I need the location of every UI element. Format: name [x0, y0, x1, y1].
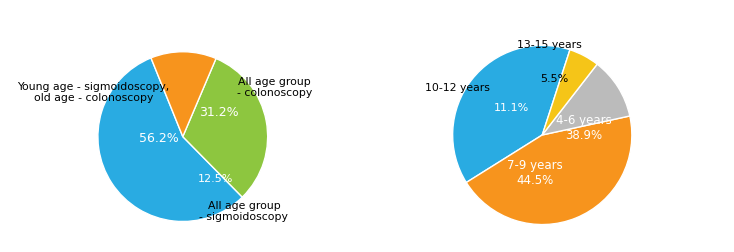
Wedge shape	[542, 50, 597, 135]
Wedge shape	[466, 116, 632, 225]
Wedge shape	[453, 45, 570, 182]
Text: Young age - sigmoidoscopy,
old age - colonoscopy: Young age - sigmoidoscopy, old age - col…	[18, 82, 170, 103]
Text: 31.2%: 31.2%	[199, 106, 239, 119]
Wedge shape	[151, 52, 216, 137]
Text: 7-9 years
44.5%: 7-9 years 44.5%	[507, 159, 563, 186]
Text: 10-12 years: 10-12 years	[425, 83, 490, 93]
Text: 12.5%: 12.5%	[197, 174, 233, 184]
Text: 4-6 years
38.9%: 4-6 years 38.9%	[556, 114, 611, 142]
Wedge shape	[98, 58, 242, 222]
Text: All age group
- colonoscopy: All age group - colonoscopy	[237, 77, 312, 98]
Wedge shape	[542, 64, 630, 135]
Wedge shape	[183, 58, 268, 197]
Text: 11.1%: 11.1%	[494, 103, 529, 113]
Text: 13-15 years: 13-15 years	[517, 40, 582, 50]
Text: 56.2%: 56.2%	[139, 132, 179, 145]
Text: 5.5%: 5.5%	[541, 74, 569, 84]
Text: All age group
- sigmoidoscopy: All age group - sigmoidoscopy	[200, 201, 288, 222]
